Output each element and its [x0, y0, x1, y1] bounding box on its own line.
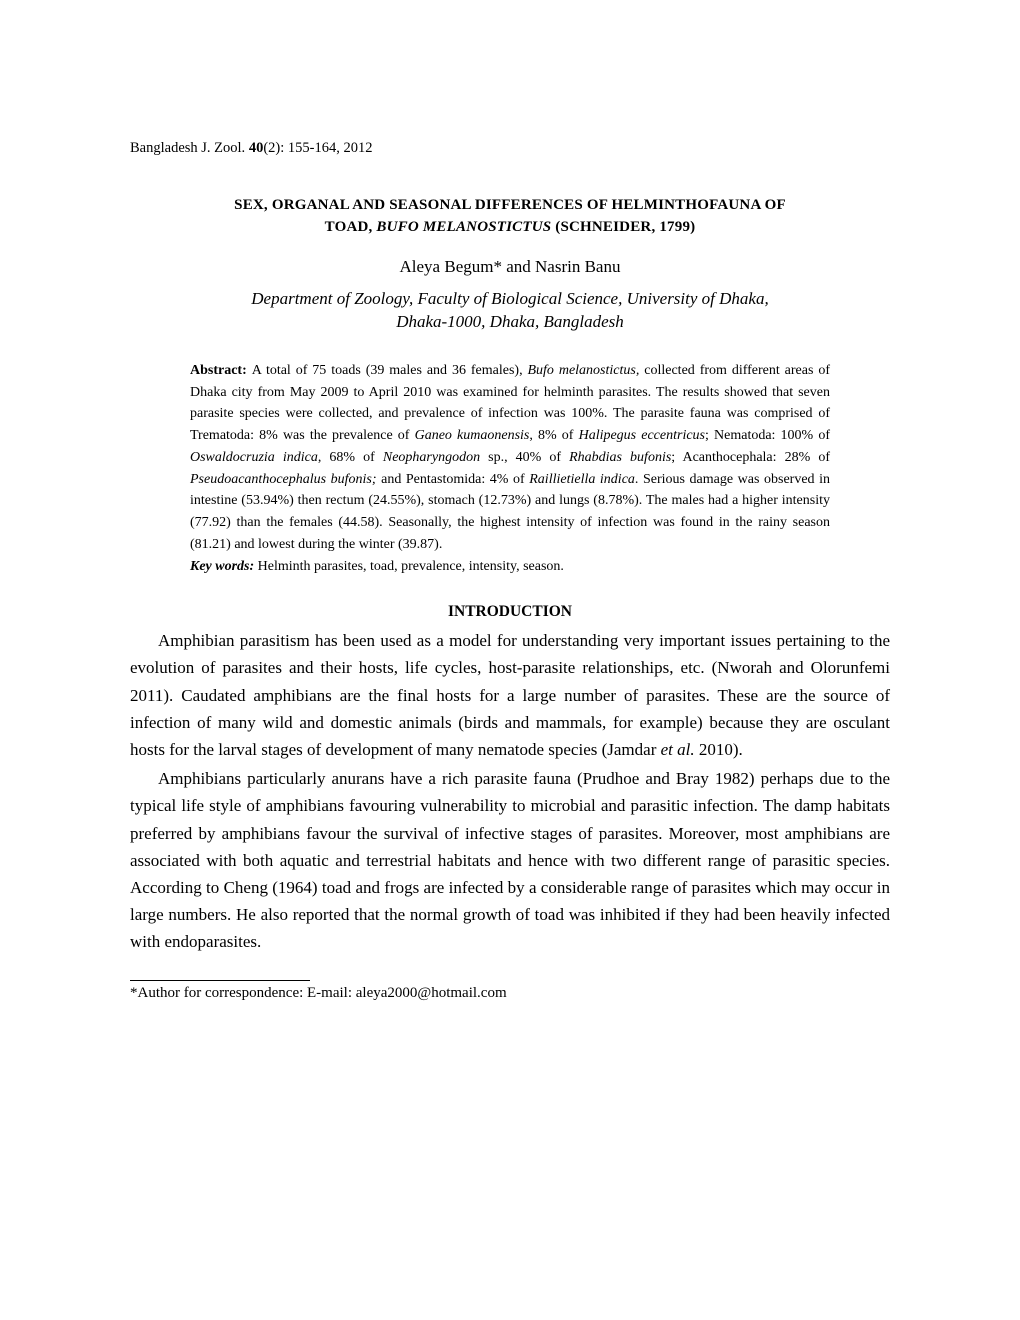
abstract-t3: , 8% of: [529, 428, 578, 443]
abstract-t1: A total of 75 toads (39 males and 36 fem…: [252, 363, 528, 378]
abstract-i4: Oswaldocruzia indica: [190, 450, 318, 465]
running-head: Bangladesh J. Zool. 40(2): 155-164, 2012: [130, 140, 890, 157]
issue-pages: (2): 155-164, 2012: [263, 140, 372, 156]
para1-t1: Amphibian parasitism has been used as a …: [130, 631, 890, 759]
keywords-text: Helminth parasites, toad, prevalence, in…: [254, 559, 564, 574]
affiliation-line2: Dhaka-1000, Dhaka, Bangladesh: [130, 310, 890, 334]
para1-t2: 2010).: [695, 740, 743, 759]
abstract-t5: , 68% of: [318, 450, 383, 465]
page-content: Bangladesh J. Zool. 40(2): 155-164, 2012…: [0, 0, 1020, 1102]
abstract-t6: sp., 40% of: [480, 450, 569, 465]
title-line2a: TOAD,: [325, 219, 377, 235]
paragraph-2: Amphibians particularly anurans have a r…: [130, 765, 890, 955]
para2-t1: Amphibians particularly anurans have a r…: [130, 769, 890, 951]
authors: Aleya Begum* and Nasrin Banu: [130, 257, 890, 277]
title-species: BUFO MELANOSTICTUS: [376, 219, 555, 235]
affiliation-line1: Department of Zoology, Faculty of Biolog…: [130, 287, 890, 311]
abstract-i3: Halipegus eccentricus: [579, 428, 705, 443]
abstract-t4: ; Nematoda: 100% of: [705, 428, 830, 443]
title-line2: TOAD, BUFO MELANOSTICTUS (SCHNEIDER, 179…: [130, 217, 890, 239]
abstract-t7: ; Acanthocephala: 28% of: [671, 450, 830, 465]
abstract-i5: Neopharyngodon: [383, 450, 480, 465]
abstract-i7: Pseudoacanthocephalus bufonis;: [190, 472, 377, 487]
title-line2b: (SCHNEIDER, 1799): [555, 219, 695, 235]
volume-number: 40: [249, 140, 264, 156]
abstract-i8: Raillietiella indica: [529, 472, 635, 487]
abstract-label: Abstract:: [190, 363, 252, 378]
journal-name: Bangladesh J. Zool.: [130, 140, 249, 156]
para1-i1: et al.: [661, 740, 695, 759]
keywords-label: Key words:: [190, 559, 254, 574]
abstract-t8: and Pentastomida: 4% of: [377, 472, 530, 487]
affiliation: Department of Zoology, Faculty of Biolog…: [130, 287, 890, 335]
abstract: Abstract: A total of 75 toads (39 males …: [190, 360, 830, 555]
section-heading-introduction: INTRODUCTION: [130, 603, 890, 621]
footnote-rule: [130, 980, 310, 981]
footnote: *Author for correspondence: E-mail: aley…: [130, 985, 890, 1002]
abstract-i6: Rhabdias bufonis: [569, 450, 671, 465]
article-title: SEX, ORGANAL AND SEASONAL DIFFERENCES OF…: [130, 195, 890, 239]
abstract-i2: Ganeo kumaonensis: [415, 428, 530, 443]
abstract-i1: Bufo melanostictus,: [527, 363, 639, 378]
keywords: Key words: Helminth parasites, toad, pre…: [190, 559, 830, 575]
paragraph-1: Amphibian parasitism has been used as a …: [130, 627, 890, 763]
title-line1: SEX, ORGANAL AND SEASONAL DIFFERENCES OF…: [130, 195, 890, 217]
